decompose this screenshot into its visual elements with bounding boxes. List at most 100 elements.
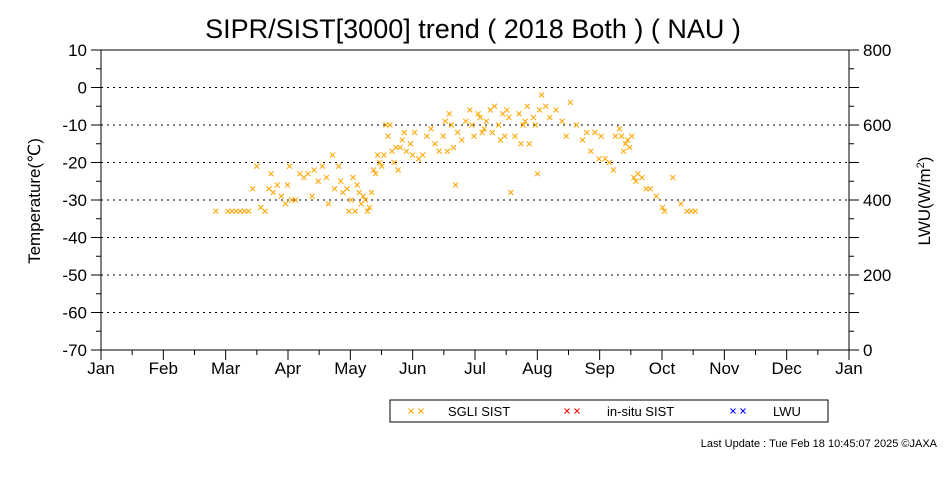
data-point bbox=[350, 174, 356, 181]
data-point bbox=[331, 185, 338, 192]
data-point bbox=[530, 114, 537, 121]
data-point bbox=[684, 208, 690, 215]
data-point bbox=[618, 133, 625, 140]
data-point bbox=[245, 208, 252, 215]
data-point bbox=[352, 208, 358, 215]
data-point bbox=[448, 122, 455, 128]
data-point bbox=[524, 103, 531, 110]
data-point bbox=[479, 129, 486, 136]
data-point bbox=[229, 208, 236, 215]
data-point bbox=[469, 122, 475, 128]
data-point bbox=[354, 182, 361, 188]
data-point bbox=[442, 118, 449, 125]
chart-title: SIPR/SIST[3000] trend ( 2018 Both ) ( NA… bbox=[205, 14, 741, 44]
data-point bbox=[653, 193, 660, 200]
data-point bbox=[452, 182, 459, 188]
data-point bbox=[428, 125, 434, 132]
data-point bbox=[337, 178, 344, 185]
data-point bbox=[633, 178, 639, 185]
data-point bbox=[370, 167, 377, 173]
data-point bbox=[387, 122, 393, 128]
x-tick-label: Nov bbox=[709, 359, 740, 378]
data-point bbox=[262, 208, 268, 215]
data-point bbox=[579, 137, 586, 143]
y2-tick-label: 600 bbox=[863, 116, 891, 135]
legend-label: SGLI SIST bbox=[448, 404, 510, 419]
right-axis-ticks: 800 600 400 200 0 bbox=[849, 41, 891, 360]
data-point bbox=[610, 167, 617, 173]
data-point bbox=[212, 208, 219, 215]
y-tick-label: -50 bbox=[62, 266, 87, 285]
x-tick-label: Jan bbox=[835, 359, 862, 378]
data-point bbox=[362, 197, 369, 203]
data-points bbox=[212, 92, 699, 215]
y2-tick-label: 400 bbox=[863, 191, 891, 210]
data-point bbox=[495, 122, 502, 128]
data-point bbox=[249, 185, 256, 192]
x-tick-label: Apr bbox=[275, 359, 302, 378]
data-point bbox=[270, 189, 276, 196]
y-tick-label: -40 bbox=[62, 229, 87, 248]
data-point bbox=[368, 189, 375, 196]
data-point bbox=[311, 167, 317, 173]
data-point bbox=[399, 137, 406, 143]
legend-marker bbox=[730, 408, 736, 414]
x-tick-label: Oct bbox=[649, 359, 676, 378]
data-point bbox=[592, 129, 598, 136]
data-point bbox=[366, 204, 373, 211]
legend-box bbox=[389, 399, 829, 423]
data-point bbox=[444, 148, 451, 155]
data-point bbox=[432, 140, 438, 147]
x-tick-label: Sep bbox=[585, 359, 615, 378]
data-point bbox=[559, 118, 565, 125]
data-point bbox=[395, 167, 402, 173]
data-point bbox=[692, 208, 699, 215]
data-point bbox=[489, 129, 496, 136]
data-point bbox=[454, 129, 461, 136]
legend-marker bbox=[740, 408, 746, 414]
data-point bbox=[491, 103, 498, 110]
data-point bbox=[282, 200, 289, 207]
y-tick-label: -10 bbox=[62, 116, 87, 135]
data-point bbox=[284, 182, 291, 188]
y-axis-label: Temperature(℃) bbox=[25, 138, 44, 264]
data-point bbox=[346, 208, 352, 215]
data-point bbox=[546, 114, 553, 121]
legend-marker bbox=[564, 408, 570, 414]
horizontal-gridlines bbox=[101, 87, 849, 313]
data-point bbox=[233, 208, 240, 215]
data-point bbox=[628, 133, 635, 140]
legend-marker bbox=[574, 408, 580, 414]
data-point bbox=[563, 133, 570, 140]
data-point bbox=[669, 174, 676, 181]
data-point bbox=[315, 178, 322, 185]
data-point bbox=[598, 133, 604, 140]
data-point bbox=[659, 204, 666, 211]
data-point bbox=[446, 110, 453, 117]
data-point bbox=[620, 148, 627, 155]
data-point bbox=[616, 125, 623, 132]
y-tick-label: -60 bbox=[62, 304, 87, 323]
data-point bbox=[522, 118, 529, 125]
data-point bbox=[360, 193, 367, 200]
data-point bbox=[542, 103, 549, 110]
data-point bbox=[409, 152, 416, 158]
data-point bbox=[344, 185, 350, 192]
plot-frame bbox=[100, 49, 850, 351]
data-point bbox=[538, 92, 545, 98]
data-point bbox=[419, 152, 426, 158]
data-point bbox=[688, 208, 695, 215]
data-point bbox=[237, 208, 244, 215]
data-point bbox=[436, 148, 442, 155]
data-point bbox=[348, 197, 354, 203]
x-axis-ticks: Jan Feb Mar Apr May Jun Jul Aug Sep Oct Nov Dec Jan bbox=[87, 350, 863, 378]
data-point bbox=[393, 144, 399, 151]
data-point bbox=[532, 122, 539, 128]
data-point bbox=[626, 144, 633, 151]
data-point bbox=[606, 159, 613, 166]
data-point bbox=[567, 99, 574, 106]
data-point bbox=[325, 200, 332, 207]
y2-tick-label: 0 bbox=[863, 341, 872, 360]
data-point bbox=[440, 133, 447, 140]
data-point bbox=[643, 185, 649, 192]
